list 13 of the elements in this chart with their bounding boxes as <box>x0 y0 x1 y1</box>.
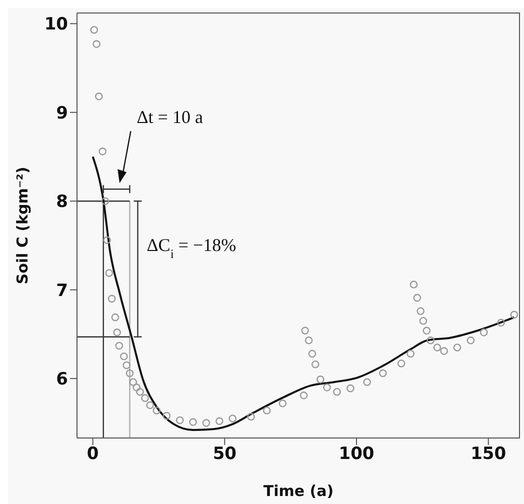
x-tick-label: 100 <box>338 444 374 464</box>
x-tick-label: 0 <box>86 444 99 464</box>
annotation: Δt = 10 a <box>136 107 203 128</box>
y-tick-label: 9 <box>56 103 68 124</box>
y-tick-label: 8 <box>56 192 68 212</box>
y-tick-label: 10 <box>44 14 68 35</box>
x-axis-title: Time (a) <box>263 482 334 500</box>
y-tick-label: 6 <box>56 370 68 390</box>
x-tick-label: 150 <box>470 444 506 464</box>
y-axis-title: Soil C (kgm⁻²) <box>13 166 32 284</box>
x-tick-label: 50 <box>212 444 237 464</box>
y-tick-label: 7 <box>56 280 68 301</box>
annotation: ΔC$_{i}$ = −18% <box>146 234 236 261</box>
